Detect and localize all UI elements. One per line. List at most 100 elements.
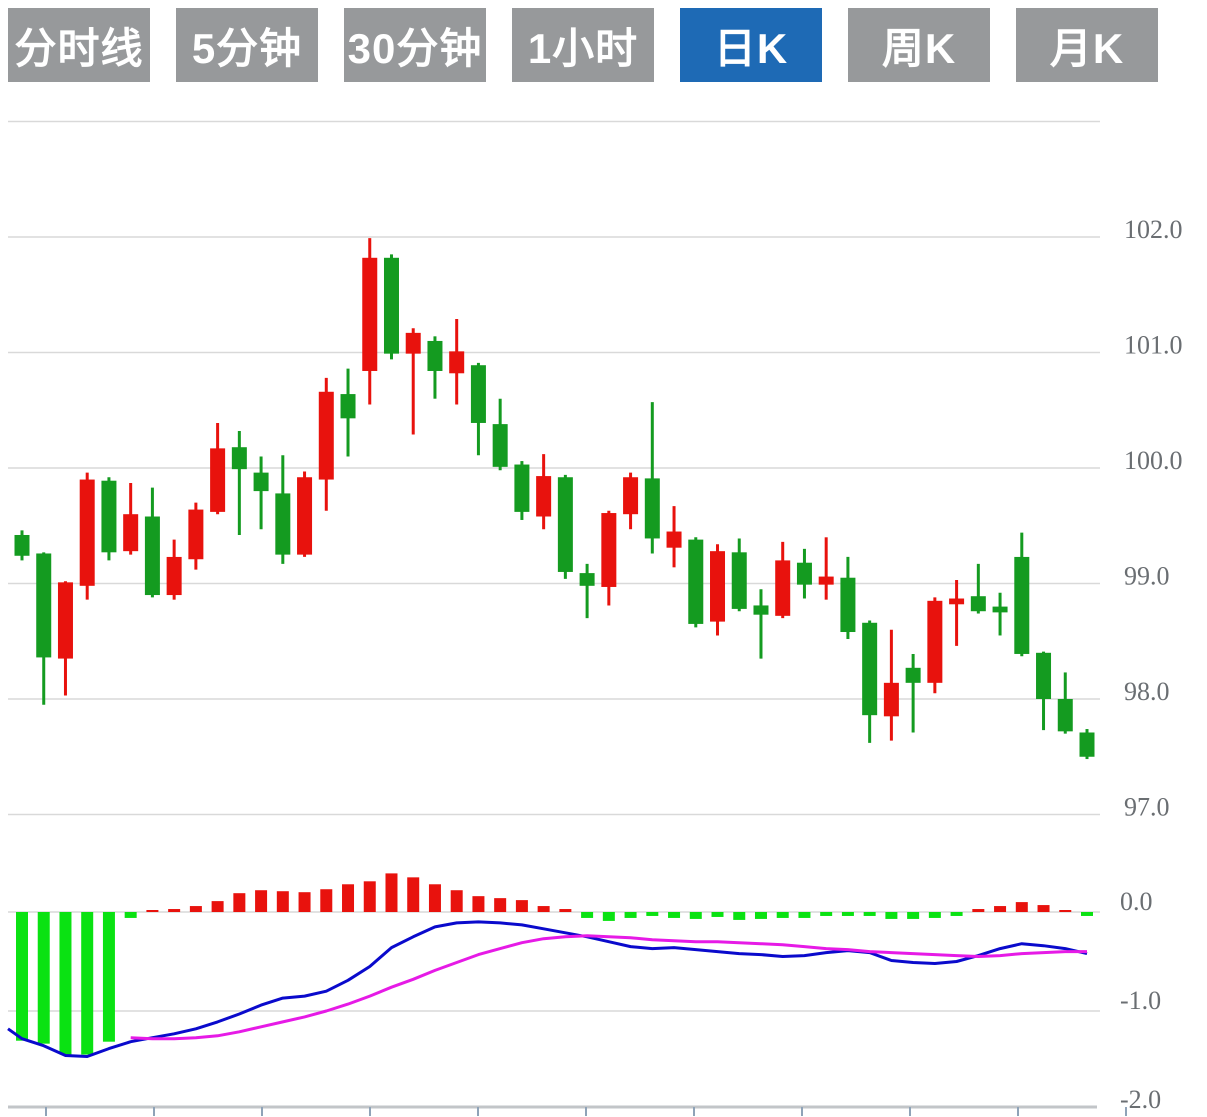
price-axis-label: 102.0 [1124,215,1183,244]
macd-bar-negative [841,912,854,916]
macd-bar-positive [233,893,246,912]
tab-minute-line[interactable]: 分时线 [8,8,150,82]
tab-30min[interactable]: 30分钟 [344,8,486,82]
candle-body [775,560,791,616]
candle-body [970,596,986,612]
candle-body [536,476,552,517]
candle-body [666,531,682,548]
candle-body [514,464,530,512]
macd-bar-positive [342,884,355,912]
candle-body [405,332,421,354]
macd-bar-positive [320,889,333,912]
candle-body [601,513,617,587]
tab-daily-k[interactable]: 日K [680,8,822,82]
candle-body [644,478,660,539]
candle-body [36,553,52,658]
candle-body [927,600,943,683]
candle-body [340,394,356,419]
candle-body [1036,652,1052,699]
candle-body [710,551,726,622]
macd-bar-negative [885,912,898,919]
price-axis-label: 97.0 [1124,793,1170,822]
macd-bar-negative [733,912,746,920]
candle-body [253,472,269,492]
macd-bar-positive [168,909,181,912]
candle-body [753,605,769,615]
macd-bar-positive [276,891,289,912]
macd-bar-positive [559,909,572,912]
candle-body [101,480,117,553]
macd-bar-positive [298,892,311,912]
candle-body [427,340,443,371]
candle-body [688,539,704,624]
macd-bar-positive [146,910,159,912]
candle-body [883,682,899,717]
price-axis-label: 98.0 [1124,677,1170,706]
macd-bar-negative [59,912,72,1055]
macd-bar-positive [255,890,268,912]
macd-bar-negative [16,912,28,1041]
macd-bar-negative [754,912,767,919]
candle-body [144,516,160,596]
candle-body [449,351,465,374]
candle-body [362,257,378,371]
candle-body [1057,699,1073,732]
macd-bar-negative [776,912,789,918]
candle-body [297,477,313,555]
candle-body [1079,732,1095,757]
candle-body [905,667,921,683]
macd-bar-negative [689,912,702,919]
candle-body [557,477,573,572]
tab-1hour[interactable]: 1小时 [512,8,654,82]
macd-bar-positive [450,890,463,912]
macd-bar-positive [537,906,550,912]
timeframe-tabbar: 分时线 5分钟 30分钟 1小时 日K 周K 月K [8,8,1158,82]
macd-bar-negative [37,912,50,1044]
tab-weekly-k[interactable]: 周K [848,8,990,82]
candle-body [818,576,834,585]
macd-bar-positive [189,906,202,912]
macd-bar-positive [363,881,376,912]
candle-body [1014,556,1030,654]
macd-bar-negative [646,912,659,916]
macd-bar-positive [494,898,507,912]
macd-bar-positive [1059,910,1072,912]
candle-body [796,562,812,585]
macd-bar-negative [820,912,833,916]
candle-body [992,606,1008,613]
macd-axis-label: 0.0 [1120,887,1153,916]
candle-body [123,514,139,552]
macd-bar-negative [950,912,963,916]
macd-bar-negative [102,912,115,1042]
macd-bar-negative [668,912,681,918]
candle-body [492,424,508,467]
macd-bar-negative [81,912,94,1055]
candle-body [470,365,486,423]
macd-bar-positive [515,900,528,912]
macd-bar-positive [472,896,485,912]
macd-bar-positive [385,873,398,912]
candle-body [383,257,399,354]
macd-dif-line [7,920,1088,1058]
candle-body [318,391,334,480]
candle-body [731,552,747,609]
tab-monthly-k[interactable]: 月K [1016,8,1158,82]
macd-bar-positive [1015,902,1028,912]
candle-body [14,534,30,556]
macd-bar-positive [994,906,1007,912]
candle-body [949,598,965,605]
macd-bar-negative [124,912,137,918]
macd-bar-negative [602,912,615,921]
macd-axis-label: -1.0 [1120,986,1161,1015]
macd-bar-negative [624,912,637,918]
macd-bar-negative [1081,912,1094,916]
macd-bar-negative [907,912,920,919]
macd-bar-positive [428,884,441,912]
candle-body [79,479,95,586]
candle-body [57,582,73,659]
candle-body [862,622,878,716]
tab-5min[interactable]: 5分钟 [176,8,318,82]
candle-body [166,556,182,596]
